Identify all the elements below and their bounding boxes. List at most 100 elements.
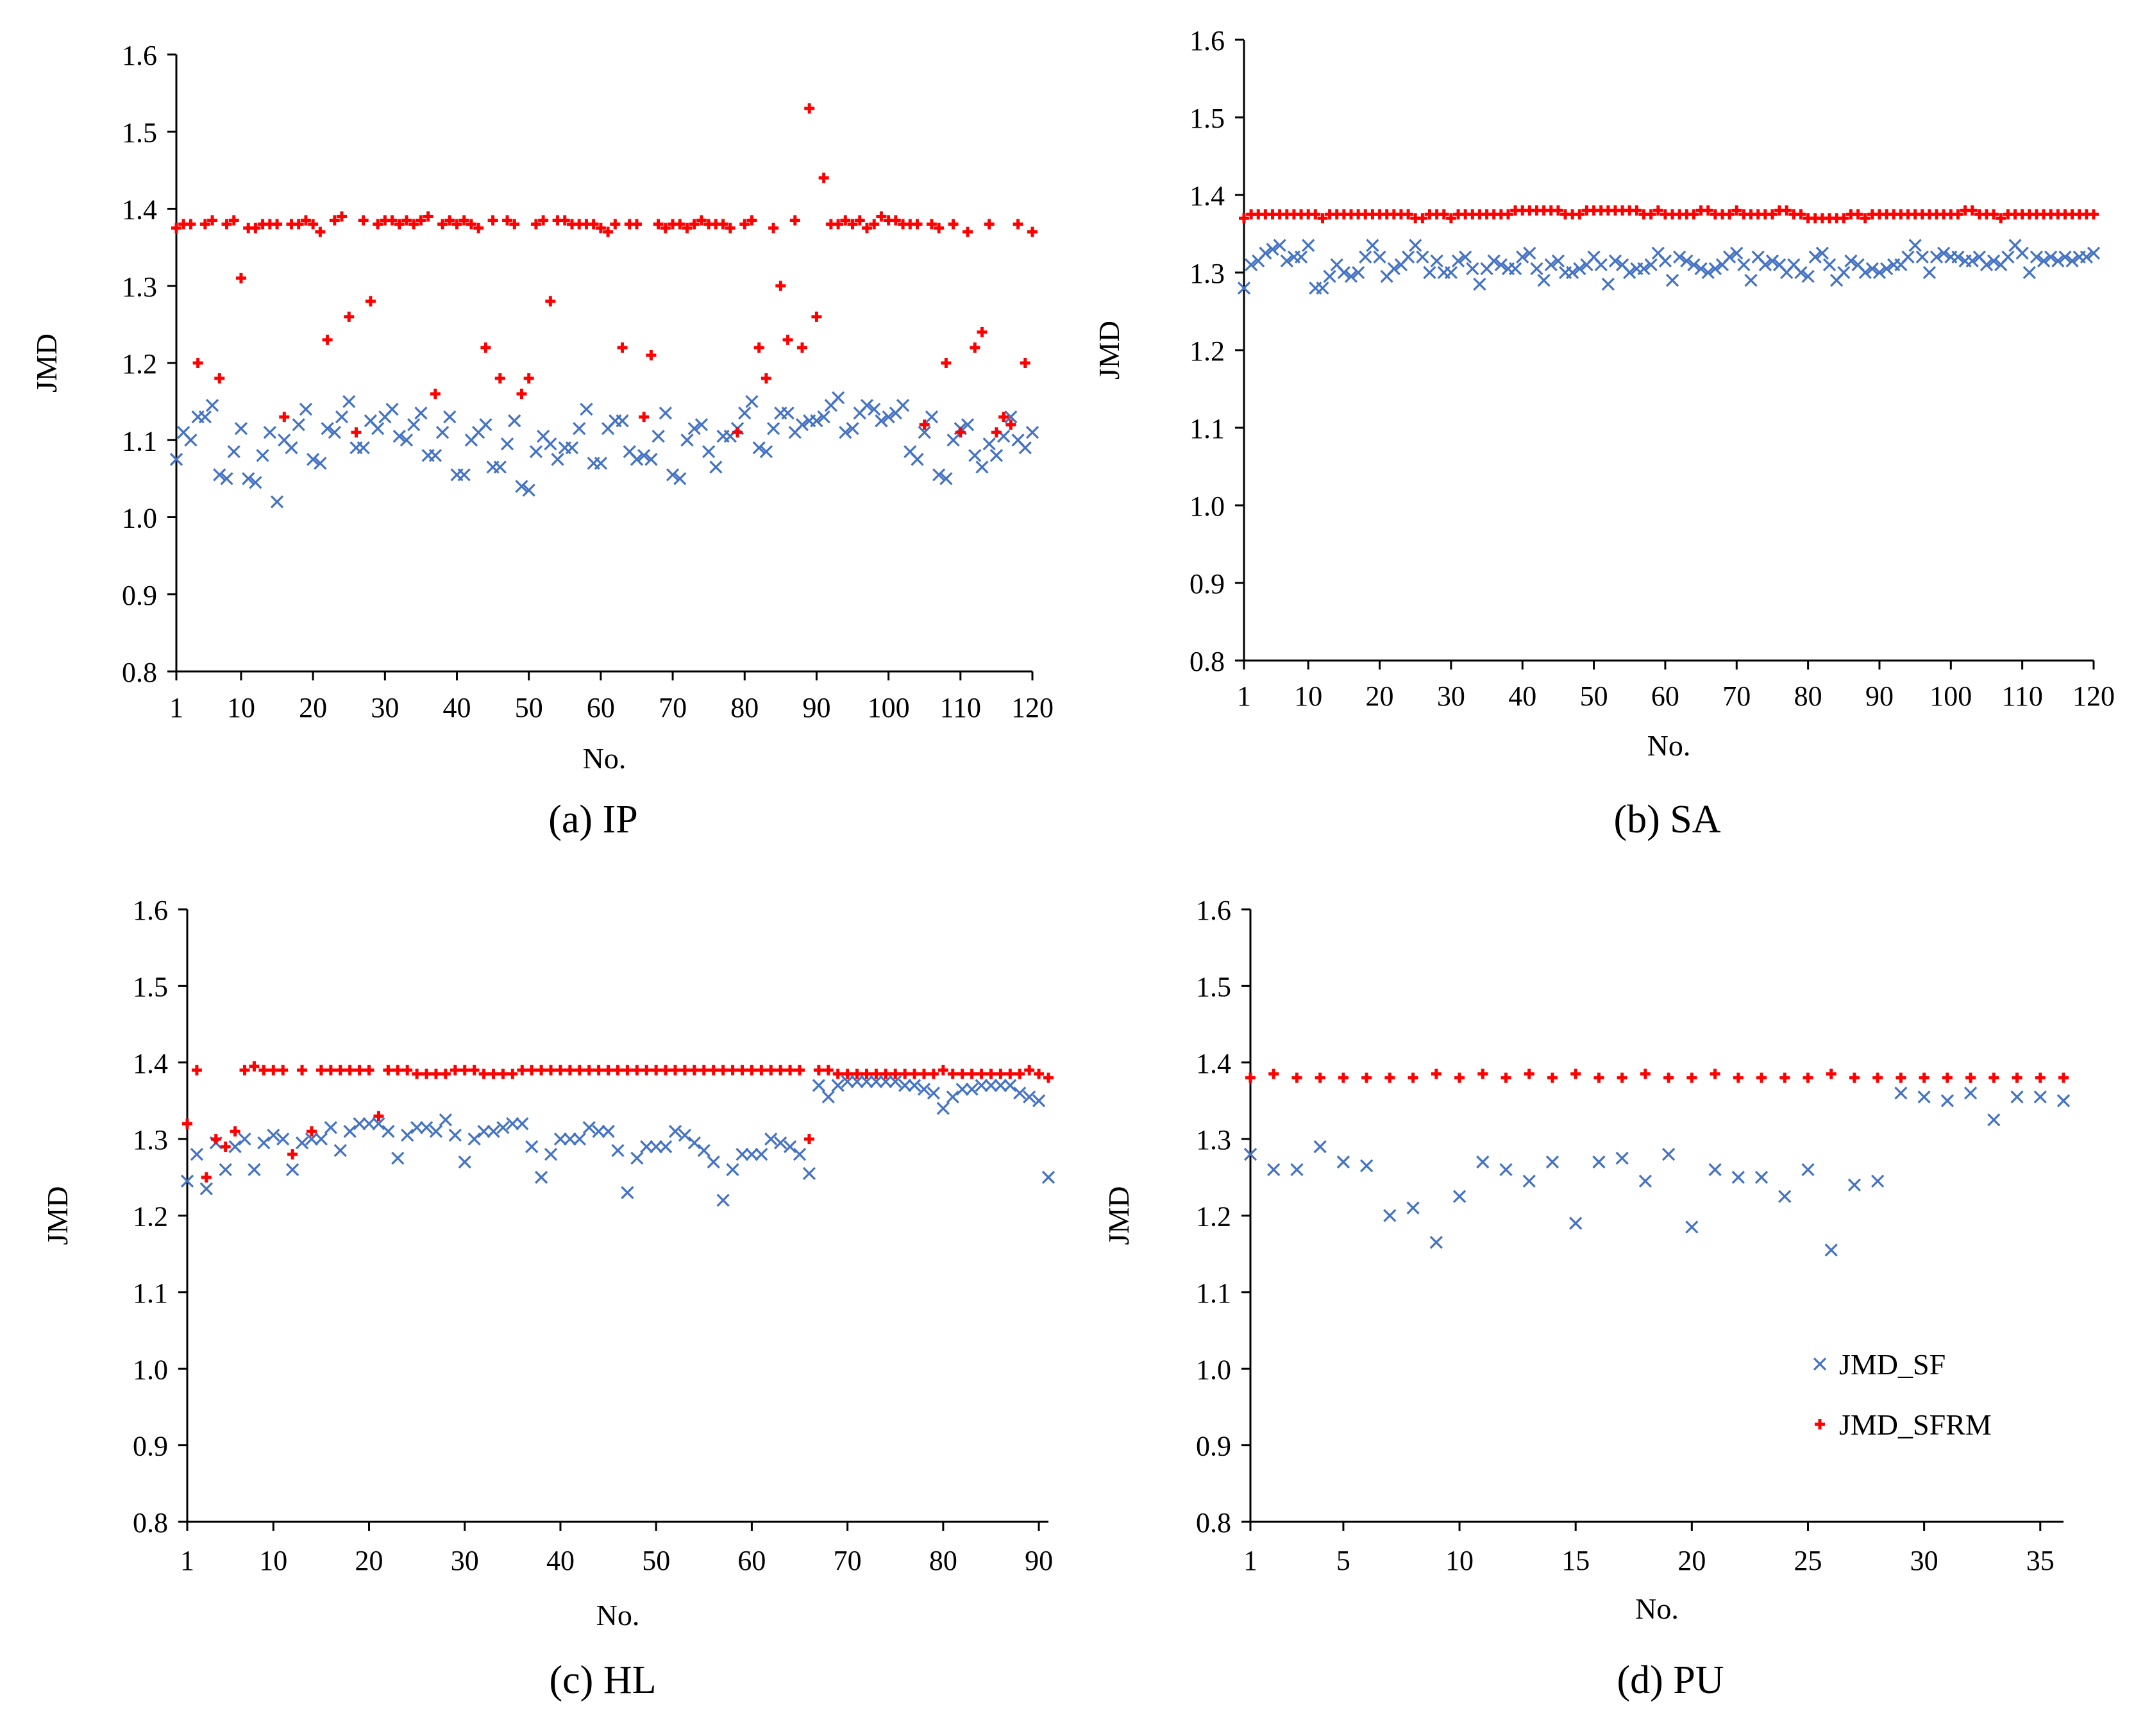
data-point-x-marker [1847,1178,1862,1192]
data-point-x-marker [2030,250,2044,264]
data-point-plus-marker [1338,1072,1349,1083]
data-point-x-marker [267,1129,280,1142]
data-point-x-marker [774,1136,787,1150]
data-point-x-marker [939,472,953,485]
data-point-x-marker [1259,246,1272,260]
data-point-x-marker [961,418,975,432]
data-point-plus-marker [207,215,218,226]
data-point-x-marker [1708,262,1722,276]
data-point-x-marker [335,410,349,424]
data-point-plus-marker [1710,1068,1720,1079]
data-point-plus-marker [1291,1072,1302,1083]
data-point-x-marker [1499,1163,1513,1177]
data-point-plus-marker [1756,1072,1767,1083]
data-point-x-marker [205,399,219,412]
data-point-plus-marker [818,173,829,183]
x-tick-label: 20 [1366,680,1394,712]
data-point-plus-marker [210,1134,221,1145]
data-point-x-marker [1018,441,1032,455]
data-point-plus-marker [603,1065,614,1075]
data-point-x-marker [1041,1170,1055,1184]
data-point-x-marker [644,453,658,466]
data-point-x-marker [522,484,535,497]
data-point-plus-marker [523,373,534,384]
data-point-x-marker [2044,250,2058,264]
data-point-x-marker [227,445,240,459]
y-tick-label: 1.1 [122,425,157,457]
data-point-plus-marker [811,311,822,322]
data-point-plus-marker [909,1068,920,1079]
data-point-x-marker [573,1132,586,1146]
data-point-plus-marker [279,412,290,423]
data-point-plus-marker [1953,209,1963,220]
y-tick-label: 1.4 [1189,180,1225,212]
data-point-plus-marker [1860,213,1870,224]
data-point-plus-marker [1245,1072,1256,1083]
data-point-x-marker [1754,1170,1769,1184]
data-point-plus-marker [1919,1072,1929,1083]
data-point-x-marker [238,1132,251,1146]
data-point-x-marker [1837,265,1851,280]
data-point-x-marker [2051,254,2065,267]
data-point-plus-marker [1403,209,1414,220]
data-point-plus-marker [789,215,800,226]
data-point-plus-marker [574,1065,585,1075]
data-point-x-marker [911,453,924,466]
x-tick-label: 60 [737,1545,766,1576]
data-point-x-marker [982,437,996,451]
data-point-x-marker [248,1163,261,1177]
data-point-plus-marker [966,1068,977,1079]
data-point-plus-marker [394,219,405,230]
data-point-plus-marker [1570,1068,1581,1079]
data-point-plus-marker [235,273,246,283]
data-point-plus-marker [1034,1068,1045,1079]
data-point-plus-marker [268,1065,279,1075]
data-point-x-marker [896,399,910,412]
legend: JMD_SF JMD_SFRM [1813,1348,1992,1441]
data-point-x-marker [680,434,694,447]
chart-panel-d: 0.80.91.01.11.21.31.41.51.61 5 10 15 20 25 30 3… [1102,895,2071,1702]
data-point-x-marker [392,430,406,443]
x-tick-label: 50 [1580,680,1608,712]
data-point-x-marker [975,1079,988,1092]
data-point-plus-marker [861,1068,872,1079]
data-point-plus-marker [297,1065,308,1075]
data-point-plus-marker [832,1068,843,1079]
data-point-plus-marker [926,219,937,230]
data-point-x-marker [435,426,450,439]
data-point-x-marker [1476,1155,1490,1169]
x-tick-label: 25 [1794,1545,1822,1576]
data-point-x-marker [668,1125,682,1138]
data-point-x-marker [650,1140,663,1154]
data-point-plus-marker [794,1065,805,1075]
data-point-plus-marker [335,1065,346,1075]
data-point-plus-marker [782,334,793,345]
data-point-plus-marker [272,219,283,230]
data-point-x-marker [544,437,557,451]
data-point-plus-marker [230,1126,240,1137]
data-point-plus-marker [675,219,685,230]
data-point-x-marker [1523,246,1536,260]
y-tick-label: 1.5 [122,117,157,148]
data-point-x-marker [1280,254,1293,267]
data-point-x-marker [399,434,414,447]
data-point-x-marker [1273,239,1286,252]
data-point-x-marker [1466,262,1479,276]
data-point-plus-marker [670,1065,681,1075]
data-point-plus-marker [383,1065,394,1075]
data-point-x-marker [190,1147,204,1161]
data-point-x-marker [1025,426,1039,439]
data-point-plus-marker [1014,1068,1025,1079]
data-point-x-marker [401,1129,414,1142]
panel-caption: (d) PU [1617,1658,1724,1702]
data-point-plus-marker [1438,209,1449,220]
data-point-x-marker [875,414,888,428]
data-point-plus-marker [308,219,319,230]
data-point-x-marker [694,418,709,432]
x-tick-label: 50 [642,1545,670,1576]
data-point-x-marker [860,1075,873,1088]
panel-caption: (c) HL [550,1658,657,1702]
data-point-x-marker [1987,1113,2001,1127]
data-point-plus-marker [698,1065,709,1075]
data-point-x-marker [1487,254,1501,267]
